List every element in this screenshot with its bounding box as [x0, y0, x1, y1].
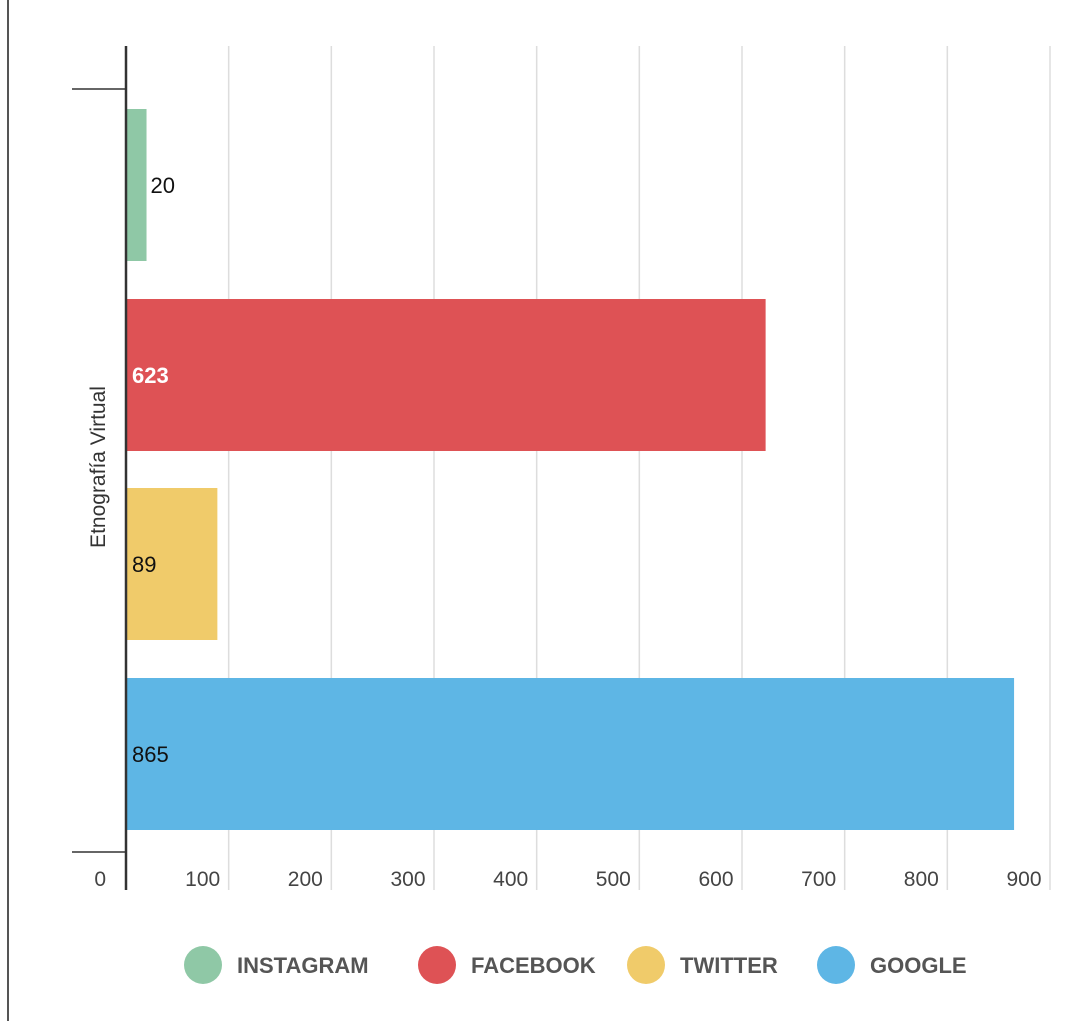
data-label-google: 865	[132, 742, 169, 767]
x-tick-label: 600	[698, 868, 733, 891]
x-tick-label: 200	[288, 868, 323, 891]
x-tick-label: 900	[1006, 868, 1041, 891]
x-tick-label: 0	[94, 868, 106, 891]
y-axis-title: Etnografía Virtual	[87, 386, 110, 548]
bar-instagram	[126, 109, 147, 261]
x-tick-label: 300	[390, 868, 425, 891]
x-axis-ticks: 0 100 200 300 400 500 600 700 800 900	[94, 868, 1041, 891]
legend-swatch-twitter	[627, 946, 665, 984]
legend-label-twitter: TWITTER	[680, 953, 778, 978]
x-tick-label: 800	[904, 868, 939, 891]
data-label-facebook: 623	[132, 363, 169, 388]
legend-label-facebook: FACEBOOK	[471, 953, 596, 978]
legend: INSTAGRAM FACEBOOK TWITTER GOOGLE	[184, 946, 967, 984]
bar-google	[126, 678, 1015, 830]
axes	[72, 46, 128, 890]
x-tick-label: 100	[185, 868, 220, 891]
x-tick-label: 500	[596, 868, 631, 891]
bars: 20 623 89 865	[126, 109, 1015, 830]
legend-swatch-facebook	[418, 946, 456, 984]
legend-swatch-google	[817, 946, 855, 984]
legend-label-google: GOOGLE	[870, 953, 967, 978]
data-label-twitter: 89	[132, 552, 156, 577]
gridlines	[227, 46, 1051, 890]
x-tick-label: 700	[801, 868, 836, 891]
bar-facebook	[126, 299, 766, 451]
legend-label-instagram: INSTAGRAM	[237, 953, 369, 978]
x-tick-label: 400	[493, 868, 528, 891]
legend-swatch-instagram	[184, 946, 222, 984]
bar-twitter	[126, 488, 218, 640]
data-label-instagram: 20	[151, 173, 175, 198]
